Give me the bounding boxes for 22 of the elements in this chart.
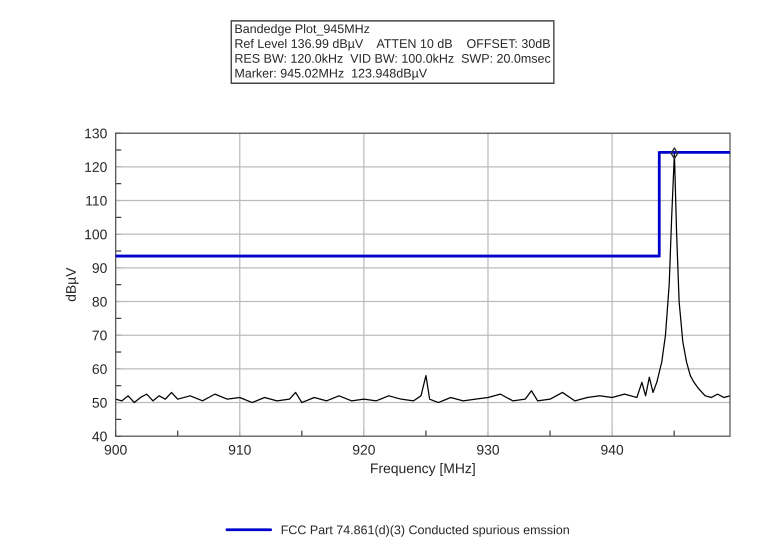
- y-tick-label: 110: [86, 196, 107, 206]
- x-tick-label: 900: [104, 444, 127, 455]
- y-tick-label: 70: [92, 330, 107, 340]
- y-tick-label: 90: [92, 263, 107, 274]
- x-tick-label: 920: [352, 444, 375, 455]
- x-axis-title: Frequency [MHz]: [371, 463, 475, 476]
- y-tick-label: 100: [85, 230, 107, 240]
- y-tick-label: 120: [85, 162, 107, 172]
- y-axis-title: dBµV: [66, 268, 79, 302]
- y-tick-label: 60: [92, 364, 107, 374]
- text: Marker: 945.02MHz 123.948dBµV: [235, 68, 428, 80]
- y-tick-label: 50: [92, 398, 107, 408]
- chart-title: Bandedge Plot_945MHz: [235, 24, 370, 36]
- y-tick-label: 130: [85, 128, 107, 138]
- text: RES BW: 120.0kHz VID BW: 100.0kHz SWP: 20.0msec: [235, 54, 550, 63]
- text: Ref Level 136.99 dBµV ATTEN 10 dB OFFSET: 30dB: [235, 38, 550, 50]
- x-tick-label: 930: [477, 444, 500, 455]
- y-tick-label: 80: [92, 296, 107, 307]
- y-tick-label: 40: [92, 432, 107, 442]
- legend-label: FCC Part 74.861(d)(3) Conducted spurious emssion: [282, 525, 569, 537]
- x-tick-label: 910: [228, 444, 251, 455]
- x-tick-label: 940: [601, 444, 624, 455]
